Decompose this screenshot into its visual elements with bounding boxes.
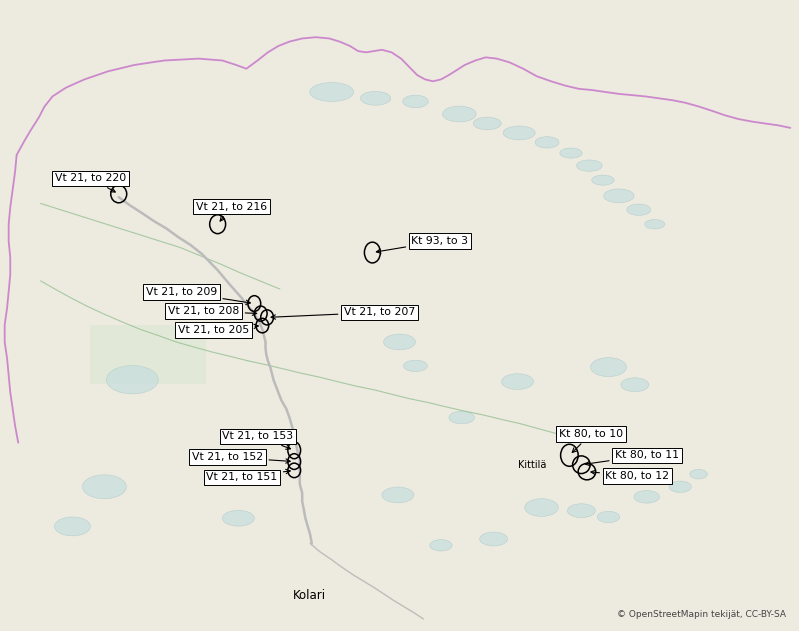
Text: Vt 21, to 209: Vt 21, to 209 (146, 287, 250, 304)
Ellipse shape (525, 498, 559, 516)
Text: Vt 21, to 151: Vt 21, to 151 (206, 469, 290, 482)
Ellipse shape (479, 532, 507, 546)
Ellipse shape (310, 83, 354, 102)
Ellipse shape (403, 360, 427, 372)
Text: Kt 93, to 3: Kt 93, to 3 (376, 236, 468, 253)
Ellipse shape (430, 540, 452, 551)
Ellipse shape (604, 189, 634, 203)
Ellipse shape (690, 469, 707, 479)
Ellipse shape (473, 117, 501, 130)
Ellipse shape (54, 517, 90, 536)
Ellipse shape (560, 148, 582, 158)
Text: Kt 80, to 12: Kt 80, to 12 (591, 470, 670, 481)
Ellipse shape (449, 411, 475, 424)
Text: Vt 21, to 220: Vt 21, to 220 (55, 174, 126, 192)
Text: Vt 21, to 152: Vt 21, to 152 (192, 452, 290, 463)
Ellipse shape (443, 106, 476, 122)
Ellipse shape (669, 481, 691, 492)
Text: Kittilä: Kittilä (518, 460, 546, 469)
Ellipse shape (567, 504, 595, 517)
Text: Kt 80, to 10: Kt 80, to 10 (559, 429, 623, 452)
Ellipse shape (503, 126, 535, 140)
Text: Kolari: Kolari (292, 589, 326, 602)
Ellipse shape (502, 374, 534, 389)
Text: © OpenStreetMapin tekijät, CC-BY-SA: © OpenStreetMapin tekijät, CC-BY-SA (618, 610, 786, 619)
Ellipse shape (403, 95, 428, 108)
Text: Vt 21, to 208: Vt 21, to 208 (169, 306, 256, 316)
Ellipse shape (621, 378, 649, 392)
Text: Vt 21, to 207: Vt 21, to 207 (271, 307, 415, 319)
Bar (90, 324, 206, 384)
Ellipse shape (222, 510, 254, 526)
Text: Kt 80, to 11: Kt 80, to 11 (586, 451, 679, 466)
Text: Vt 21, to 205: Vt 21, to 205 (177, 324, 258, 335)
Ellipse shape (590, 358, 626, 377)
Ellipse shape (384, 334, 415, 350)
Ellipse shape (634, 490, 659, 503)
Ellipse shape (577, 160, 602, 172)
Ellipse shape (106, 365, 158, 394)
Text: Vt 21, to 153: Vt 21, to 153 (222, 432, 293, 449)
Ellipse shape (645, 220, 665, 229)
Ellipse shape (598, 511, 620, 522)
Ellipse shape (592, 175, 614, 185)
Ellipse shape (382, 487, 414, 503)
Ellipse shape (627, 204, 650, 215)
Text: Vt 21, to 216: Vt 21, to 216 (196, 201, 267, 221)
Ellipse shape (535, 137, 559, 148)
Ellipse shape (82, 475, 126, 498)
Ellipse shape (360, 91, 391, 105)
